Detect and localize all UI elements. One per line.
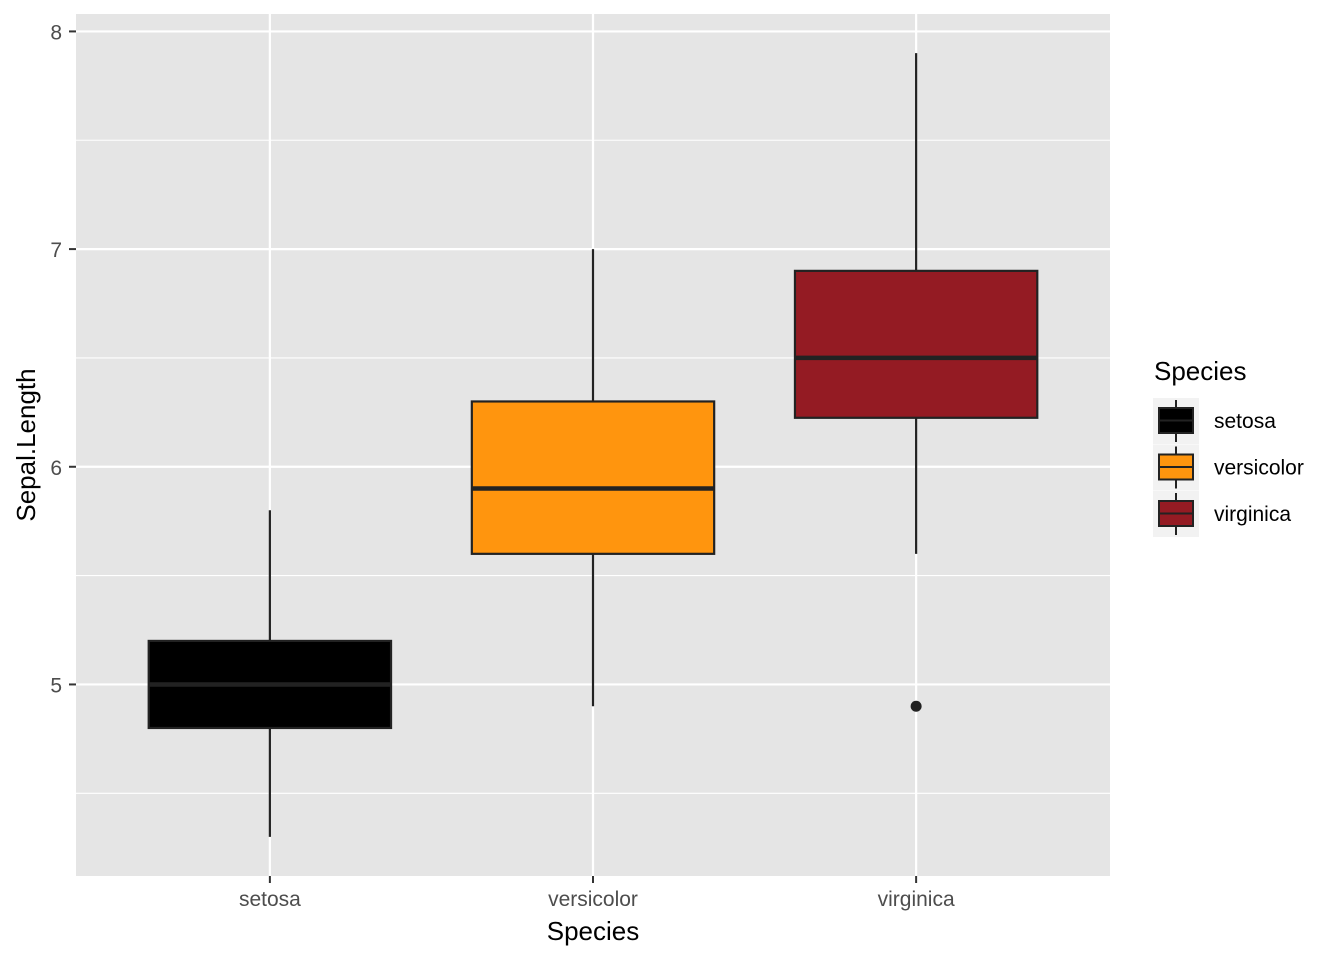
legend-title: Species xyxy=(1154,356,1247,386)
legend: Species setosa versicolor virginica xyxy=(1153,356,1304,537)
legend-entry-setosa: setosa xyxy=(1153,398,1276,444)
y-tick-label: 7 xyxy=(50,239,62,262)
y-tick-label: 5 xyxy=(50,674,62,697)
box-setosa xyxy=(147,510,393,837)
x-axis-title: Species xyxy=(547,916,640,946)
box-versicolor xyxy=(470,249,716,707)
x-tick-label: setosa xyxy=(239,888,301,911)
y-axis: 5 6 7 8 xyxy=(50,21,76,697)
legend-entry-virginica: virginica xyxy=(1153,491,1291,537)
box-iqr xyxy=(470,400,716,555)
boxes xyxy=(147,53,1039,837)
y-tick-label: 8 xyxy=(50,21,62,44)
outlier-point xyxy=(910,700,922,712)
legend-label: virginica xyxy=(1214,503,1291,526)
legend-label: versicolor xyxy=(1214,457,1304,480)
legend-entry-versicolor: versicolor xyxy=(1153,444,1304,491)
x-axis: setosa versicolor virginica xyxy=(239,876,955,911)
y-tick-label: 6 xyxy=(50,457,62,480)
y-axis-title: Sepal.Length xyxy=(11,368,41,521)
box-iqr xyxy=(793,269,1039,419)
x-tick-label: versicolor xyxy=(548,888,638,911)
box-virginica xyxy=(793,53,1039,712)
legend-label: setosa xyxy=(1214,410,1276,433)
x-tick-label: virginica xyxy=(878,888,955,911)
